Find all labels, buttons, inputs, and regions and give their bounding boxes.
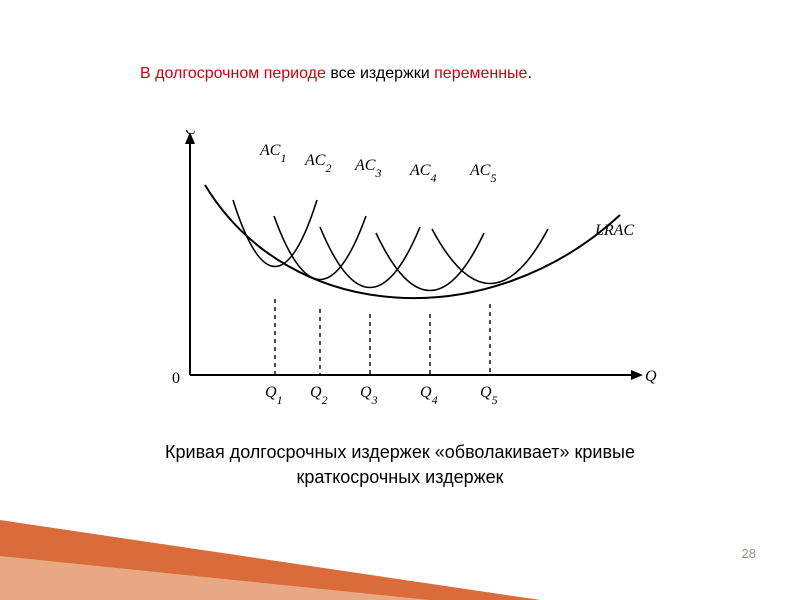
caption-line1: Кривая долгосрочных издержек «обволакива… — [165, 442, 635, 462]
title-seg2: долгосрочном периоде — [155, 65, 326, 82]
chart-caption: Кривая долгосрочных издержек «обволакива… — [0, 440, 800, 490]
page-number: 28 — [742, 546, 756, 561]
chart-svg: C 0 Q LRAC AC1 AC2 AC3 AC4 AC5 Q1 Q2 Q3 Q4 Q5 — [130, 130, 660, 410]
svg-text:AC2: AC2 — [304, 152, 331, 175]
slide-title: В долгосрочном периоде все издержки пере… — [140, 65, 532, 83]
svg-text:Q5: Q5 — [480, 384, 498, 407]
title-seg4: переменные — [434, 65, 527, 82]
svg-text:C: C — [185, 130, 196, 138]
caption-line2: краткосрочных издержек — [296, 467, 503, 487]
svg-text:0: 0 — [172, 370, 180, 387]
title-seg5: . — [527, 65, 531, 82]
svg-text:AC4: AC4 — [409, 162, 436, 185]
svg-text:Q3: Q3 — [360, 384, 378, 407]
svg-text:LRAC: LRAC — [594, 222, 634, 239]
svg-text:AC5: AC5 — [469, 162, 496, 185]
lrac-chart: C 0 Q LRAC AC1 AC2 AC3 AC4 AC5 Q1 Q2 Q3 Q4 Q5 — [130, 130, 660, 415]
svg-text:Q: Q — [645, 368, 657, 385]
svg-text:Q2: Q2 — [310, 384, 328, 407]
svg-text:Q4: Q4 — [420, 384, 438, 407]
svg-text:AC1: AC1 — [259, 142, 286, 165]
svg-text:AC3: AC3 — [354, 157, 381, 180]
title-seg3: все издержки — [326, 65, 434, 82]
title-seg1: В — [140, 65, 155, 82]
svg-text:Q1: Q1 — [265, 384, 283, 407]
